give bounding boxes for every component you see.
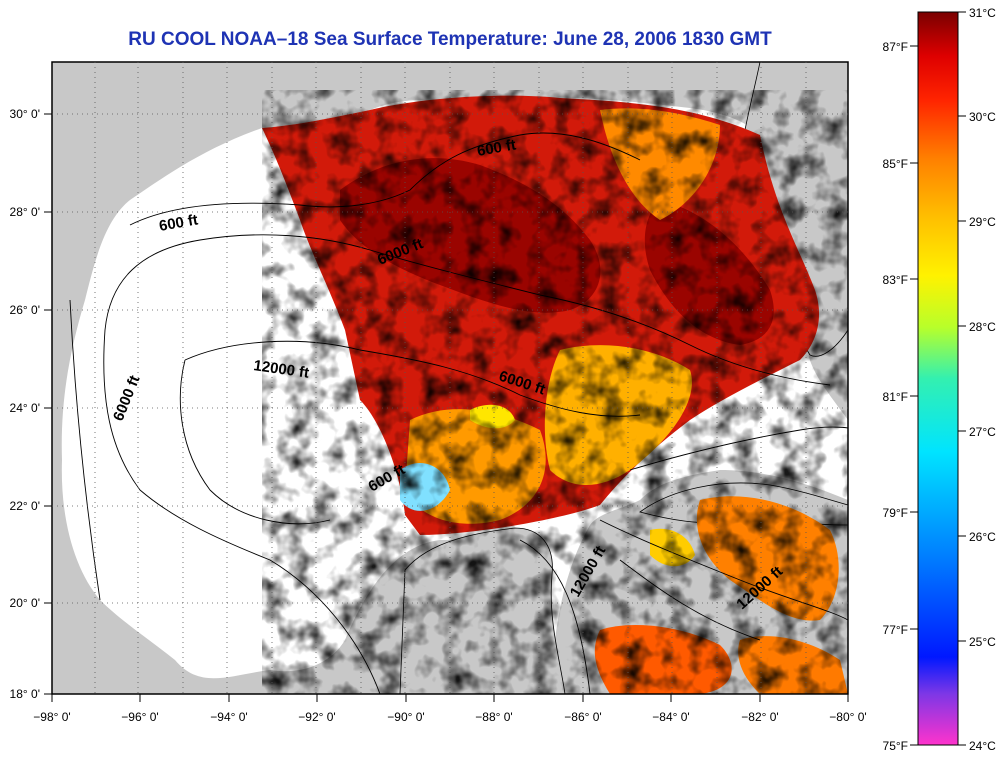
colorbar-fahrenheit-labels: 87°F 85°F 83°F 81°F 79°F 77°F 75°F (883, 40, 908, 753)
sst-swath (262, 90, 848, 694)
celsius-label: 30°C (969, 110, 996, 124)
colorbar-ticks (910, 11, 966, 746)
lat-tick-label: 20° 0' (10, 596, 40, 610)
lon-tick-label: −84° 0' (652, 710, 689, 724)
depth-contours (69, 132, 848, 694)
graticule (52, 62, 848, 694)
colorbar-celsius-labels: 31°C 30°C 29°C 28°C 27°C 26°C 25°C 24°C (969, 6, 996, 753)
lon-tick-label: −90° 0' (387, 710, 424, 724)
celsius-label: 29°C (969, 215, 996, 229)
fahrenheit-label: 83°F (883, 273, 908, 287)
celsius-label: 28°C (969, 320, 996, 334)
fahrenheit-label: 75°F (883, 739, 908, 753)
celsius-label: 26°C (969, 530, 996, 544)
lon-axis-labels: −98° 0' −96° 0' −94° 0' −92° 0' −90° 0' … (33, 710, 866, 724)
lat-tick-label: 18° 0' (10, 687, 40, 701)
lon-tick-label: −96° 0' (121, 710, 158, 724)
lon-tick-label: −88° 0' (475, 710, 512, 724)
fahrenheit-label: 77°F (883, 623, 908, 637)
map-title: RU COOL NOAA–18 Sea Surface Temperature:… (128, 29, 772, 50)
fahrenheit-label: 79°F (883, 506, 908, 520)
celsius-label: 24°C (969, 739, 996, 753)
tick-marks (44, 113, 849, 702)
lon-tick-label: −98° 0' (33, 710, 70, 724)
celsius-label: 25°C (969, 635, 996, 649)
fahrenheit-label: 85°F (883, 157, 908, 171)
lon-tick-label: −82° 0' (741, 710, 778, 724)
lat-tick-label: 30° 0' (10, 107, 40, 121)
fahrenheit-label: 81°F (883, 390, 908, 404)
lon-tick-label: −92° 0' (298, 710, 335, 724)
contour-label: 600 ft (158, 211, 200, 235)
lat-axis-labels: 30° 0' 28° 0' 26° 0' 24° 0' 22° 0' 20° 0… (10, 107, 40, 701)
fahrenheit-label: 87°F (883, 40, 908, 54)
lat-tick-label: 22° 0' (10, 499, 40, 513)
lon-tick-label: −86° 0' (564, 710, 601, 724)
contour-label: 600 ft (476, 136, 518, 160)
lat-tick-label: 28° 0' (10, 205, 40, 219)
lat-tick-label: 26° 0' (10, 303, 40, 317)
lon-tick-label: −80° 0' (829, 710, 866, 724)
lon-tick-label: −94° 0' (210, 710, 247, 724)
lat-tick-label: 24° 0' (10, 401, 40, 415)
celsius-label: 27°C (969, 425, 996, 439)
celsius-label: 31°C (969, 6, 996, 20)
colorbar (917, 11, 959, 746)
